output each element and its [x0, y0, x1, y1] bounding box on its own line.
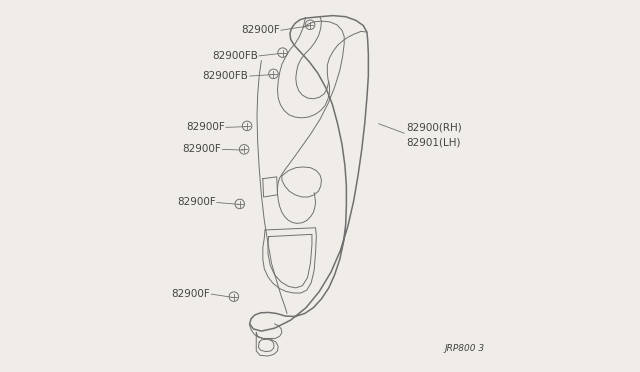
Text: 82900F: 82900F	[182, 144, 221, 154]
Text: 82900FB: 82900FB	[203, 71, 248, 81]
Text: 82900F: 82900F	[172, 289, 210, 299]
Text: 82900F: 82900F	[186, 122, 225, 132]
Text: 82900(RH): 82900(RH)	[406, 122, 462, 132]
Text: 82900F: 82900F	[241, 25, 280, 35]
Text: JRP800 3: JRP800 3	[445, 344, 485, 353]
Text: 82900FB: 82900FB	[212, 51, 258, 61]
Text: 82900F: 82900F	[177, 198, 216, 208]
Text: 82901(LH): 82901(LH)	[406, 137, 461, 147]
